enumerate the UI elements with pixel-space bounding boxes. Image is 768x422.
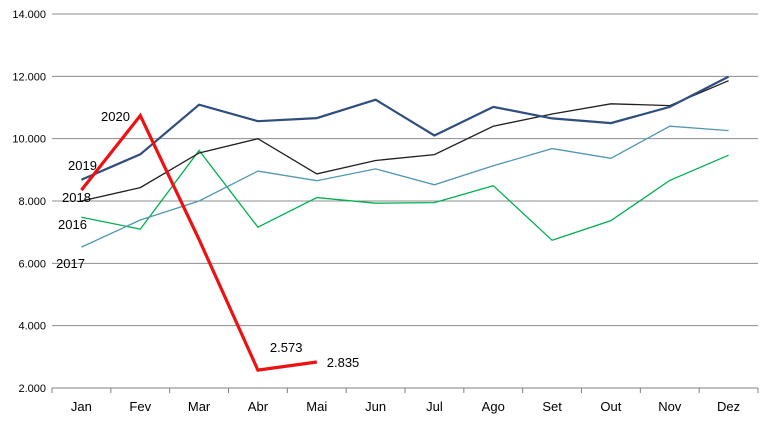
y-tick-label: 6.000 [18, 258, 46, 270]
labels: 2.000 4.000 6.000 8.000 10.000 12.000 14.000 Ja… [12, 9, 740, 414]
x-tick-label-fev: Fev [129, 399, 151, 414]
series-line-2017 [81, 125, 729, 248]
series-label-2018: 2018 [62, 190, 91, 205]
x-tick-label-jan: Jan [71, 399, 92, 414]
x-tick-label-jul: Jul [426, 399, 443, 414]
axes [51, 387, 759, 393]
series-label-2019: 2019 [68, 158, 97, 173]
series-lines [80, 75, 730, 372]
x-tick-label-dez: Dez [717, 399, 740, 414]
x-tick-label-ago: Ago [482, 399, 505, 414]
series-label-2020: 2020 [101, 109, 130, 124]
x-tick-label-mar: Mar [188, 399, 211, 414]
x-tick-label-set: Set [542, 399, 562, 414]
y-tick-label: 10.000 [12, 134, 46, 146]
series-line-2018 [81, 80, 729, 202]
y-tick-label: 12.000 [12, 71, 46, 83]
y-tick-label: 2.000 [18, 383, 46, 395]
data-label-2020-mai: 2.835 [327, 355, 360, 370]
x-tick-label-mai: Mai [306, 399, 327, 414]
x-tick-label-nov: Nov [658, 399, 682, 414]
x-tick-label-jun: Jun [365, 399, 386, 414]
y-tick-label: 4.000 [18, 321, 46, 333]
y-tick-label: 8.000 [18, 196, 46, 208]
series-line-2020 [80, 112, 318, 372]
y-tick-label: 14.000 [12, 9, 46, 21]
series-line-2019 [80, 75, 730, 181]
series-label-2017: 2017 [56, 256, 85, 271]
gridlines [52, 13, 758, 327]
x-tick-label-abr: Abr [248, 399, 269, 414]
series-label-2016: 2016 [58, 217, 87, 232]
data-label-2020-abr: 2.573 [270, 340, 303, 355]
x-tick-label-out: Out [600, 399, 621, 414]
series-line-2016 [81, 149, 729, 242]
